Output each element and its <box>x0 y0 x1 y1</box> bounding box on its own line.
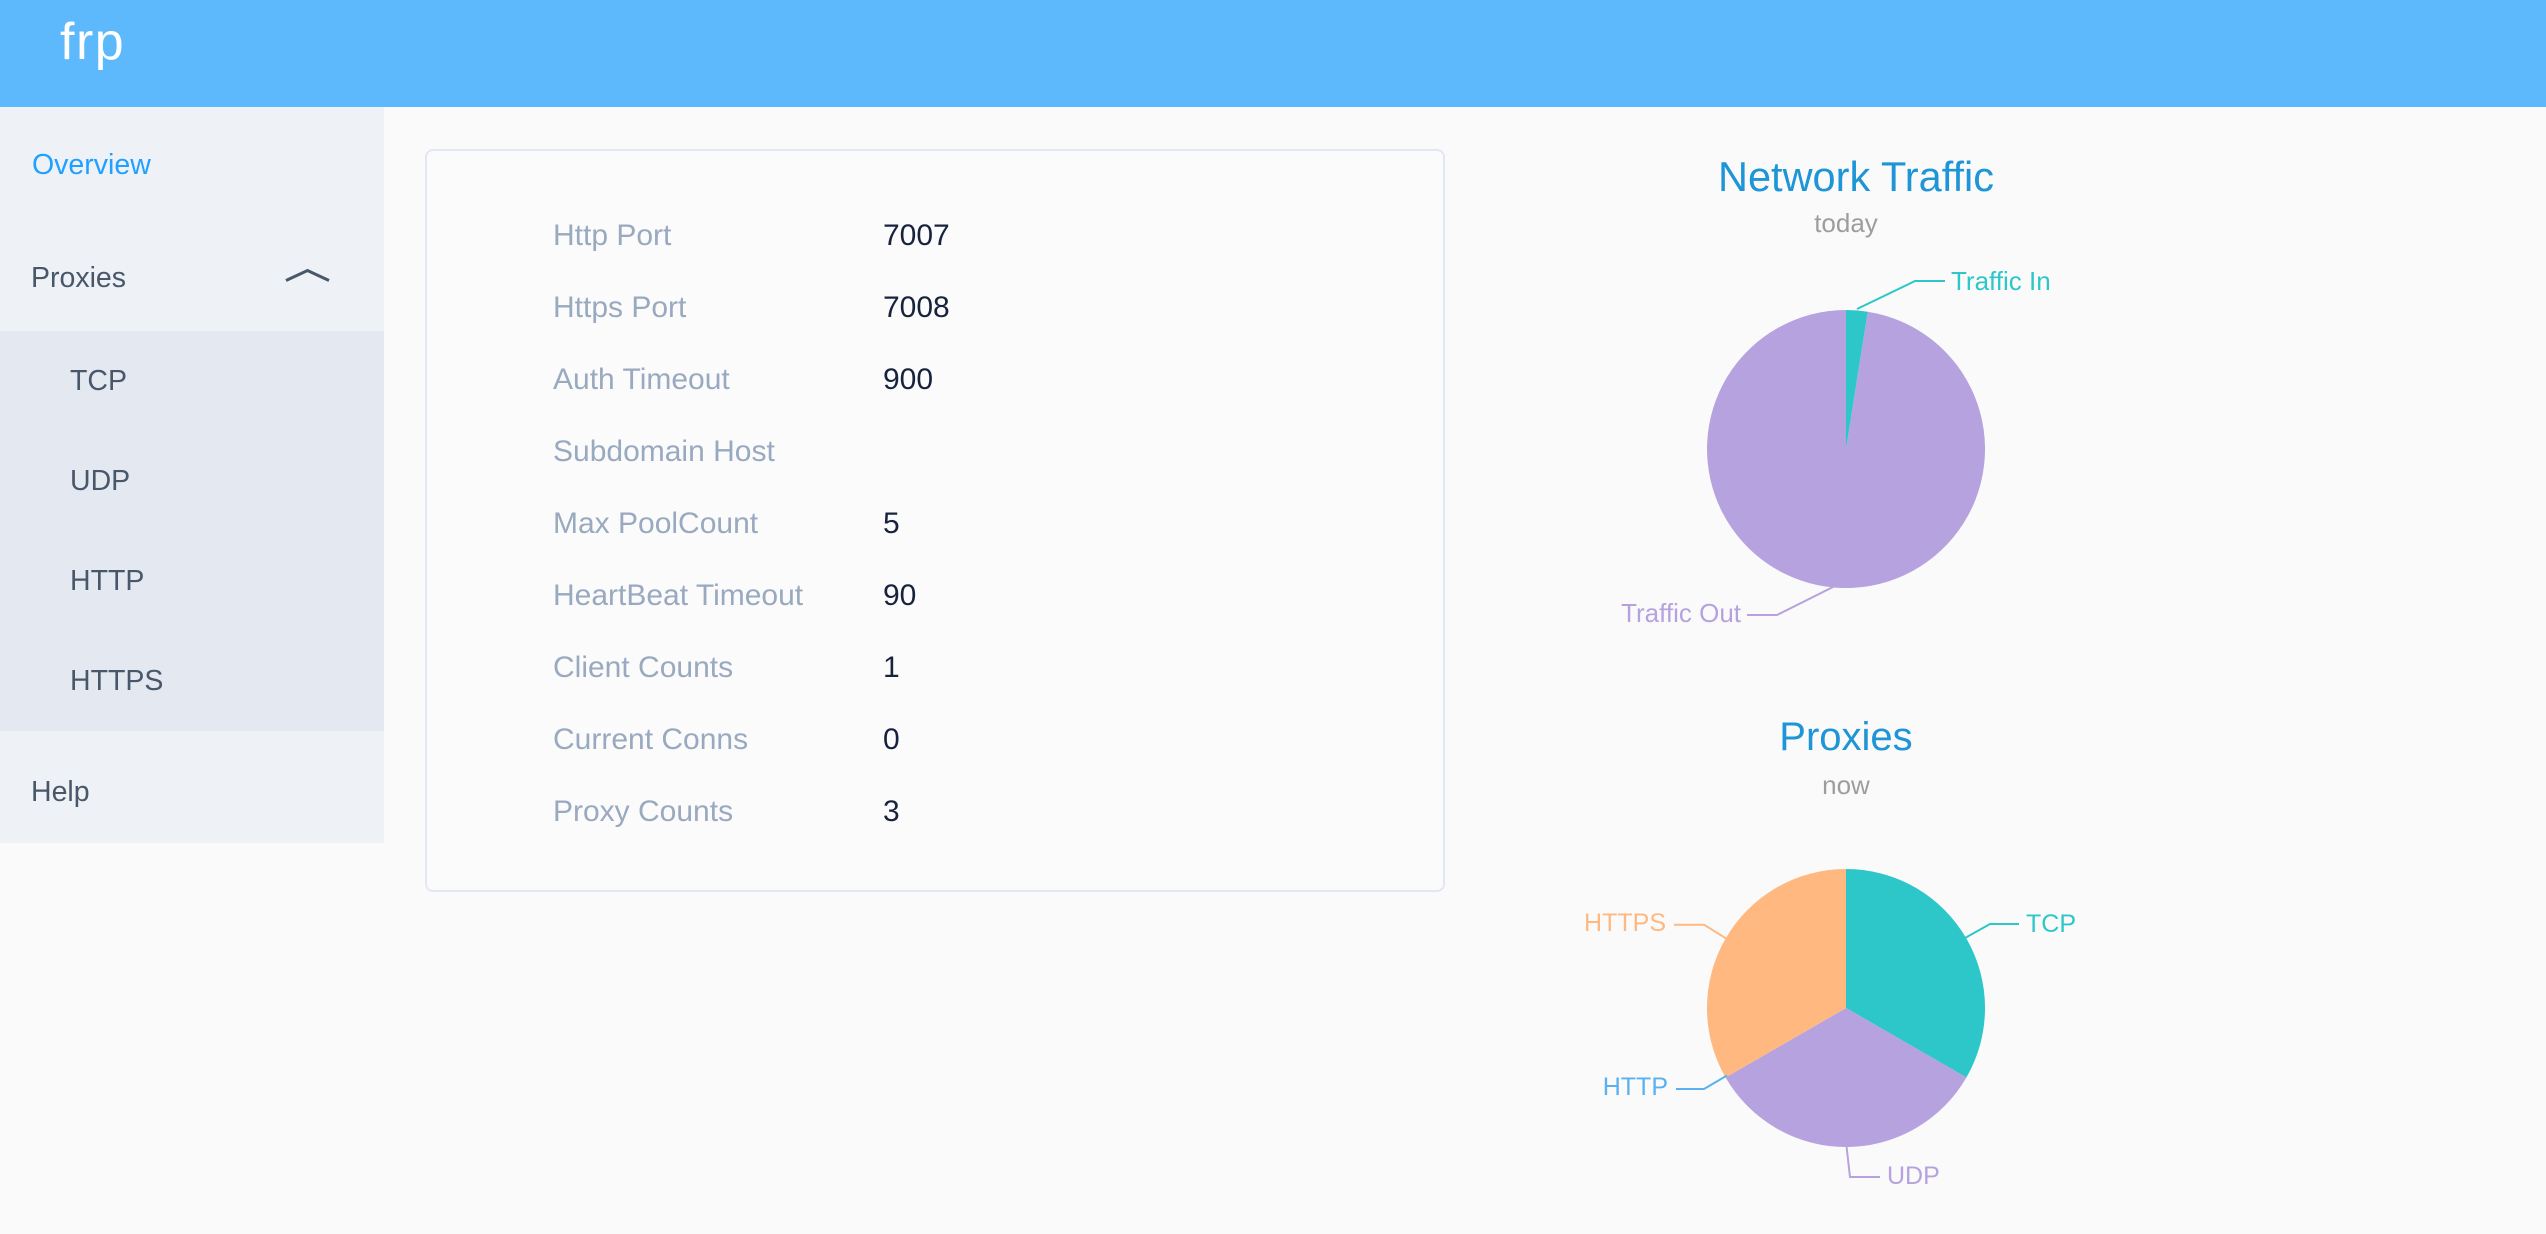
svg-text:Network Traffic: Network Traffic <box>1718 153 1994 200</box>
svg-text:now: now <box>1822 770 1870 800</box>
svg-text:Traffic In: Traffic In <box>1951 266 2051 296</box>
svg-text:UDP: UDP <box>1887 1162 1940 1190</box>
svg-text:Traffic Out: Traffic Out <box>1621 598 1742 628</box>
svg-text:HTTP: HTTP <box>1603 1073 1668 1101</box>
svg-text:today: today <box>1814 208 1878 238</box>
svg-text:Proxies: Proxies <box>1779 715 1912 759</box>
svg-text:HTTPS: HTTPS <box>1584 909 1666 937</box>
svg-text:TCP: TCP <box>2026 910 2076 938</box>
